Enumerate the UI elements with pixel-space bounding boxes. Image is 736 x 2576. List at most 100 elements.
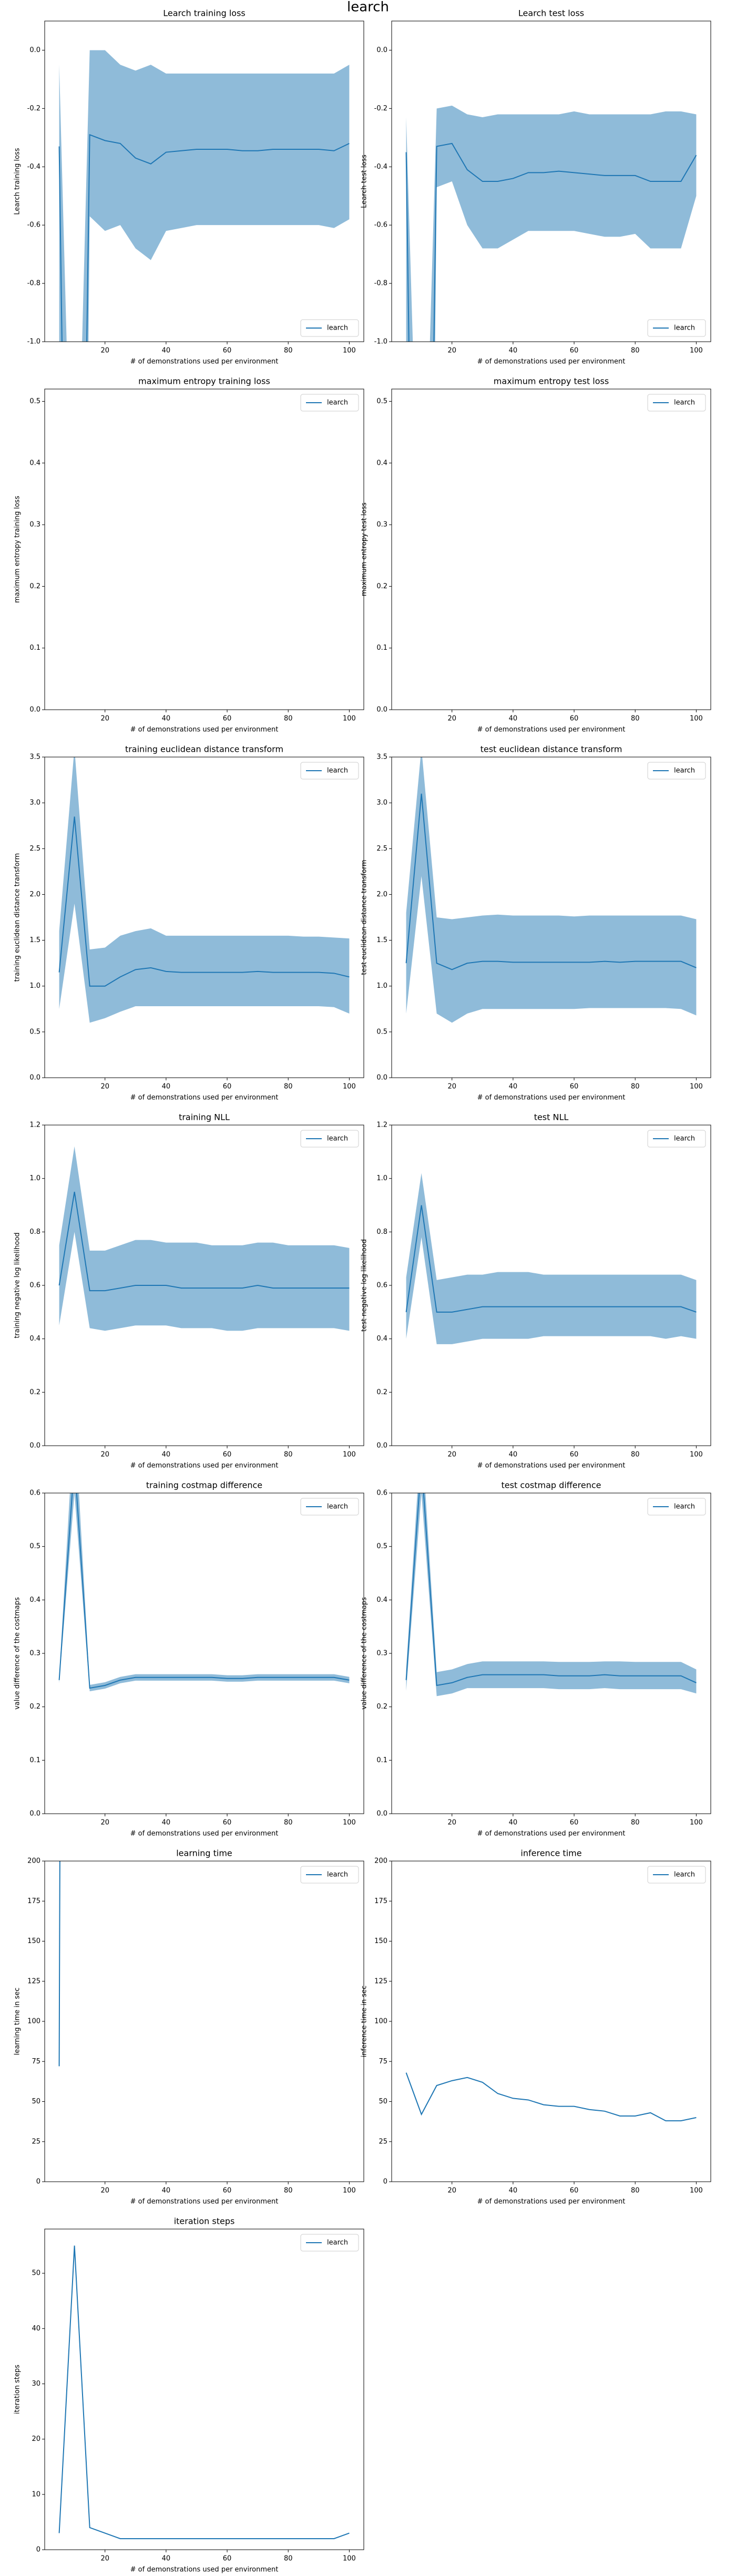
y-tick-label: 0.6 — [376, 1282, 387, 1290]
y-tick-label: 0.2 — [376, 1703, 387, 1711]
x-tick-label: 60 — [570, 715, 579, 723]
line — [58, 1493, 350, 1689]
line — [405, 1493, 697, 1686]
axes-frame — [44, 1861, 364, 2182]
y-tick-label: 1.0 — [376, 982, 387, 990]
x-tick-label: 20 — [447, 1819, 456, 1827]
subplot: test euclidean distance transform 0.0 0.5 1… — [361, 744, 711, 1102]
x-tick-label: 80 — [631, 1083, 640, 1091]
subplot: training euclidean distance transform 0.0… — [14, 744, 364, 1102]
y-tick-label: 0.1 — [376, 1756, 387, 1764]
line — [58, 816, 350, 987]
x-axis-label: # of demonstrations used per environment — [477, 1830, 626, 1838]
y-tick-label: 0.0 — [376, 1810, 387, 1818]
subplot: test costmap difference 0.0 0.1 0.2 0.3 0.4 0.… — [361, 1480, 711, 1838]
y-axis-label: inference time in sec — [361, 1986, 369, 2057]
x-axis-label: # of demonstrations used per environment — [477, 358, 626, 366]
y-tick-label: 0.3 — [376, 521, 387, 529]
y-tick-label: 25 — [32, 2138, 40, 2145]
y-tick-label: 30 — [32, 2380, 40, 2388]
band — [406, 1173, 697, 1344]
y-tick-label: 0.5 — [29, 1542, 40, 1550]
legend: learch — [300, 1130, 359, 1148]
y-tick-label: -0.2 — [27, 105, 40, 113]
line — [58, 1861, 60, 2067]
legend-label: learch — [327, 767, 348, 775]
y-tick-label: 0.3 — [29, 1650, 40, 1658]
subplot: test NLL 0.0 0.2 0.4 0.6 0.8 1.0 1.2 20 40 60 80 100… — [361, 1112, 711, 1470]
y-tick-label: 10 — [32, 2490, 40, 2498]
y-tick-label: 0.3 — [29, 521, 40, 529]
x-tick-label: 20 — [100, 2187, 109, 2195]
x-tick-label: 100 — [343, 1083, 356, 1091]
subplot: maximum entropy test loss 0.0 0.1 0.2 0.3 0.4… — [361, 376, 711, 734]
y-tick-label: 0.4 — [29, 459, 40, 467]
y-tick-label: 0.0 — [29, 1810, 40, 1818]
x-tick-label: 100 — [343, 1819, 356, 1827]
plot-area — [405, 1173, 697, 1344]
x-axis-label: # of demonstrations used per environment — [130, 1462, 279, 1470]
x-tick-label: 100 — [690, 715, 703, 723]
x-tick-label: 20 — [100, 715, 109, 723]
y-tick-label: 0.0 — [376, 46, 387, 54]
x-tick-label: 100 — [343, 347, 356, 355]
x-axis-label: # of demonstrations used per environment — [130, 358, 279, 366]
line — [58, 1191, 350, 1292]
axes-frame — [391, 389, 711, 710]
x-tick-label: 60 — [223, 2555, 232, 2563]
y-tick-label: 0.0 — [376, 1074, 387, 1082]
y-tick-label: 150 — [374, 1937, 387, 1945]
x-tick-label: 20 — [447, 1083, 456, 1091]
y-tick-label: 0.2 — [376, 1388, 387, 1396]
y-axis-label: maximum entropy test loss — [361, 503, 369, 596]
x-tick-label: 40 — [162, 1083, 171, 1091]
band — [59, 1146, 350, 1331]
plot-area — [405, 2072, 697, 2122]
x-tick-label: 100 — [343, 2555, 356, 2563]
x-tick-label: 20 — [100, 1083, 109, 1091]
x-tick-label: 40 — [162, 347, 171, 355]
y-tick-label: 1.2 — [29, 1121, 40, 1129]
y-tick-label: 0.2 — [376, 582, 387, 590]
line — [405, 142, 697, 342]
plot-area — [58, 2245, 350, 2539]
y-axis-label: value difference of the costmaps — [361, 1597, 369, 1710]
y-axis-label: iteration steps — [14, 2365, 22, 2414]
y-tick-label: 25 — [379, 2138, 387, 2145]
x-tick-label: 100 — [690, 1083, 703, 1091]
x-tick-label: 40 — [509, 2187, 518, 2195]
legend-box — [647, 1866, 706, 1884]
y-tick-label: 0.5 — [376, 397, 387, 405]
y-tick-label: 0.0 — [29, 706, 40, 714]
axes-frame — [44, 389, 364, 710]
y-tick-label: 2.0 — [376, 891, 387, 898]
x-tick-label: 60 — [570, 347, 579, 355]
legend-box — [647, 1130, 706, 1148]
x-tick-label: 40 — [509, 347, 518, 355]
y-tick-label: -0.4 — [27, 163, 40, 171]
y-axis-label: Learch test loss — [361, 155, 369, 208]
y-tick-label: 3.0 — [376, 799, 387, 807]
axes-frame — [44, 1125, 364, 1446]
legend-box — [300, 2234, 359, 2252]
y-tick-label: 150 — [27, 1937, 40, 1945]
y-tick-label: 0.5 — [376, 1542, 387, 1550]
axes-frame — [44, 21, 364, 342]
y-tick-label: 1.0 — [376, 1174, 387, 1182]
y-tick-label: 3.5 — [376, 753, 387, 761]
x-axis-label: # of demonstrations used per environment — [130, 2566, 279, 2574]
line — [405, 793, 697, 970]
y-tick-label: 0.4 — [376, 1596, 387, 1604]
y-axis-label: training negative log likelihood — [14, 1232, 22, 1338]
x-tick-label: 100 — [343, 1451, 356, 1459]
y-tick-label: 0.0 — [29, 1074, 40, 1082]
chart-title: inference time — [520, 1848, 581, 1858]
y-tick-label: 1.0 — [29, 982, 40, 990]
x-tick-label: 80 — [631, 1819, 640, 1827]
y-tick-label: 125 — [374, 1977, 387, 1985]
plot-area — [405, 757, 697, 1023]
y-tick-label: 0.6 — [29, 1489, 40, 1497]
subplot: training costmap difference 0.0 0.1 0.2 0.3 0… — [14, 1480, 364, 1838]
chart-title: training NLL — [179, 1112, 230, 1122]
x-tick-label: 60 — [223, 715, 232, 723]
